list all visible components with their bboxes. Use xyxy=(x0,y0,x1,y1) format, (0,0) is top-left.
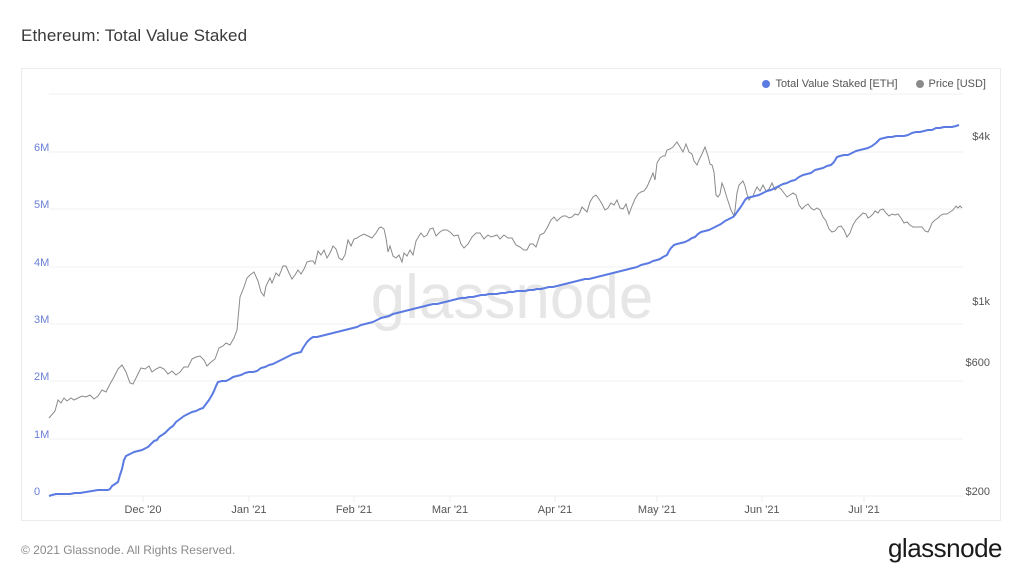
copyright-footer: © 2021 Glassnode. All Rights Reserved. xyxy=(21,543,236,557)
svg-text:3M: 3M xyxy=(34,314,49,326)
svg-text:2M: 2M xyxy=(34,371,49,383)
svg-text:Jan '21: Jan '21 xyxy=(231,504,266,516)
svg-text:May '21: May '21 xyxy=(638,504,676,516)
svg-text:Feb '21: Feb '21 xyxy=(336,504,372,516)
svg-text:$200: $200 xyxy=(966,486,990,498)
svg-text:Apr '21: Apr '21 xyxy=(538,504,573,516)
legend-item-price[interactable]: Price [USD] xyxy=(915,78,986,90)
legend-label: Total Value Staked [ETH] xyxy=(775,78,898,90)
svg-text:4M: 4M xyxy=(34,257,49,269)
chart-legend: Total Value Staked [ETH] Price [USD] xyxy=(762,78,986,90)
legend-label: Price [USD] xyxy=(928,78,986,90)
svg-text:Jul '21: Jul '21 xyxy=(848,504,879,516)
y-axis-left: 0 1M 2M 3M 4M 5M 6M xyxy=(34,142,49,498)
svg-text:$1k: $1k xyxy=(972,296,990,308)
svg-text:$600: $600 xyxy=(966,357,990,369)
svg-text:5M: 5M xyxy=(34,199,49,211)
page-title: Ethereum: Total Value Staked xyxy=(21,26,248,45)
svg-text:6M: 6M xyxy=(34,142,49,154)
price-line xyxy=(48,141,963,419)
total-value-staked-line xyxy=(48,124,960,497)
svg-text:Mar '21: Mar '21 xyxy=(432,504,468,516)
svg-text:Jun '21: Jun '21 xyxy=(744,504,779,516)
legend-dot-icon xyxy=(915,80,924,88)
legend-dot-icon xyxy=(762,80,771,88)
x-tick-marks xyxy=(142,496,865,502)
x-axis: Dec '20 Jan '21 Feb '21 Mar '21 Apr '21 … xyxy=(125,504,880,516)
chart-frame xyxy=(21,68,1001,521)
y-axis-right: $200 $600 $1k $4k xyxy=(966,131,991,498)
svg-text:Dec '20: Dec '20 xyxy=(125,504,162,516)
svg-text:1M: 1M xyxy=(34,429,49,441)
svg-text:$4k: $4k xyxy=(972,131,990,143)
legend-item-total-value-staked[interactable]: Total Value Staked [ETH] xyxy=(762,78,898,90)
glassnode-logo: glassnode xyxy=(887,533,1003,563)
gridlines xyxy=(49,93,963,497)
svg-text:0: 0 xyxy=(34,486,40,498)
